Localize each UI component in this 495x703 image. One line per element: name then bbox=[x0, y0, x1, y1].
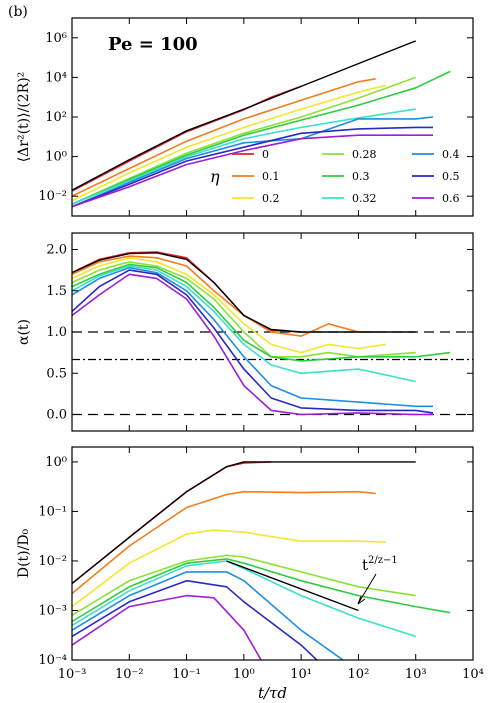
series-line-0.1 bbox=[72, 78, 376, 197]
y-tick-label: 10⁻¹ bbox=[38, 504, 67, 519]
series-line-0.4 bbox=[72, 571, 345, 660]
y-tick-label: 0.5 bbox=[46, 366, 67, 381]
y-tick-label: 10⁻² bbox=[38, 554, 67, 569]
legend-title: η bbox=[210, 167, 220, 186]
y-axis-label: ⟨Δr²(t)⟩/(2R)² bbox=[16, 72, 32, 163]
legend-label: 0.1 bbox=[262, 170, 280, 183]
y-tick-label: 10⁻⁴ bbox=[38, 653, 67, 668]
series-line-0.4 bbox=[72, 266, 433, 408]
legend-label: 0.3 bbox=[352, 170, 370, 183]
plot-frame bbox=[71, 446, 474, 661]
y-tick-label: 10⁰ bbox=[45, 455, 67, 470]
y-tick-label: 10² bbox=[45, 110, 67, 125]
series-line-fit bbox=[226, 560, 359, 612]
x-tick-label: 10⁴ bbox=[462, 667, 484, 682]
x-tick-label: 10⁻² bbox=[115, 667, 144, 682]
y-tick-label: 1.5 bbox=[46, 284, 67, 299]
legend-label: 0.6 bbox=[442, 192, 460, 205]
legend-label: 0 bbox=[262, 148, 269, 161]
y-tick-label: 10⁻² bbox=[38, 189, 67, 204]
series-line-0.6 bbox=[72, 134, 433, 208]
msd-panel: 10⁻² 10⁰ 10² 10⁴ 10⁶ ⟨Δr²(t)⟩/(2R)² η 0 0.1 0.2 0.… bbox=[16, 17, 474, 217]
series-line-0 bbox=[72, 461, 272, 585]
series-line-theory bbox=[72, 461, 416, 585]
series-line-0.3 bbox=[72, 263, 451, 362]
fit-annotation: t2/z−1 bbox=[362, 555, 398, 574]
series-line-0.6 bbox=[72, 273, 433, 416]
legend-label: 0.28 bbox=[352, 148, 377, 161]
x-tick-label: 10⁻¹ bbox=[172, 667, 201, 682]
series-line-0.5 bbox=[72, 269, 434, 414]
y-axis-label: α(t) bbox=[16, 319, 32, 345]
y-tick-label: 0.0 bbox=[46, 408, 67, 423]
x-axis-label: t/τd bbox=[258, 684, 287, 702]
series-line-0.3 bbox=[72, 558, 451, 623]
series-line-0 bbox=[72, 85, 302, 192]
series-line-0.2 bbox=[72, 84, 386, 202]
x-tick-label: 10¹ bbox=[290, 667, 312, 682]
series-line-0.1 bbox=[72, 255, 376, 337]
series-line-0.3 bbox=[72, 70, 451, 205]
panel-label: (b) bbox=[8, 4, 28, 20]
y-axis-label: D(t)/D₀ bbox=[16, 528, 32, 578]
y-tick-label: 2.0 bbox=[46, 243, 67, 258]
annotation-arrow bbox=[357, 573, 377, 605]
y-tick-label: 1.0 bbox=[46, 325, 67, 340]
legend-label: 0.4 bbox=[442, 148, 460, 161]
x-tick-label: 10⁻³ bbox=[58, 667, 87, 682]
series-line-theory bbox=[72, 40, 416, 191]
x-tick-label: 10⁰ bbox=[233, 667, 255, 682]
series-line-0.1 bbox=[72, 490, 376, 595]
x-tick-label: 10² bbox=[348, 667, 370, 682]
legend-label: 0.2 bbox=[262, 192, 280, 205]
series-line-0.28 bbox=[72, 554, 416, 616]
series-line-0.2 bbox=[72, 257, 386, 354]
legend-label: 0.32 bbox=[352, 192, 377, 205]
series-line-0.6 bbox=[72, 594, 263, 660]
x-tick-label: 10³ bbox=[405, 667, 427, 682]
y-tick-label: 10⁶ bbox=[45, 31, 67, 46]
y-tick-label: 10⁰ bbox=[45, 150, 67, 165]
pe-label: Pe = 100 bbox=[108, 34, 198, 55]
alpha-panel: 0.0 0.5 1.0 1.5 2.0 α(t) bbox=[16, 232, 474, 432]
diffusion-panel: 10⁻³ 10⁻² 10⁻¹ 10⁰ 10¹ 10² 10³ 10⁴10⁻⁴10⁻³10⁻²1… bbox=[16, 446, 484, 702]
series-line-0.5 bbox=[72, 126, 433, 208]
series-line-0.28 bbox=[72, 76, 416, 205]
series-line-0.32 bbox=[72, 108, 416, 205]
series-line-0.5 bbox=[72, 579, 319, 660]
series-line-0.32 bbox=[72, 265, 416, 383]
legend-label: 0.5 bbox=[442, 170, 460, 183]
series-line-theory bbox=[72, 252, 416, 333]
series-line-0.28 bbox=[72, 261, 416, 358]
y-tick-label: 10⁴ bbox=[45, 70, 67, 85]
series-line-0.2 bbox=[72, 529, 386, 608]
y-tick-label: 10⁻³ bbox=[38, 603, 67, 618]
